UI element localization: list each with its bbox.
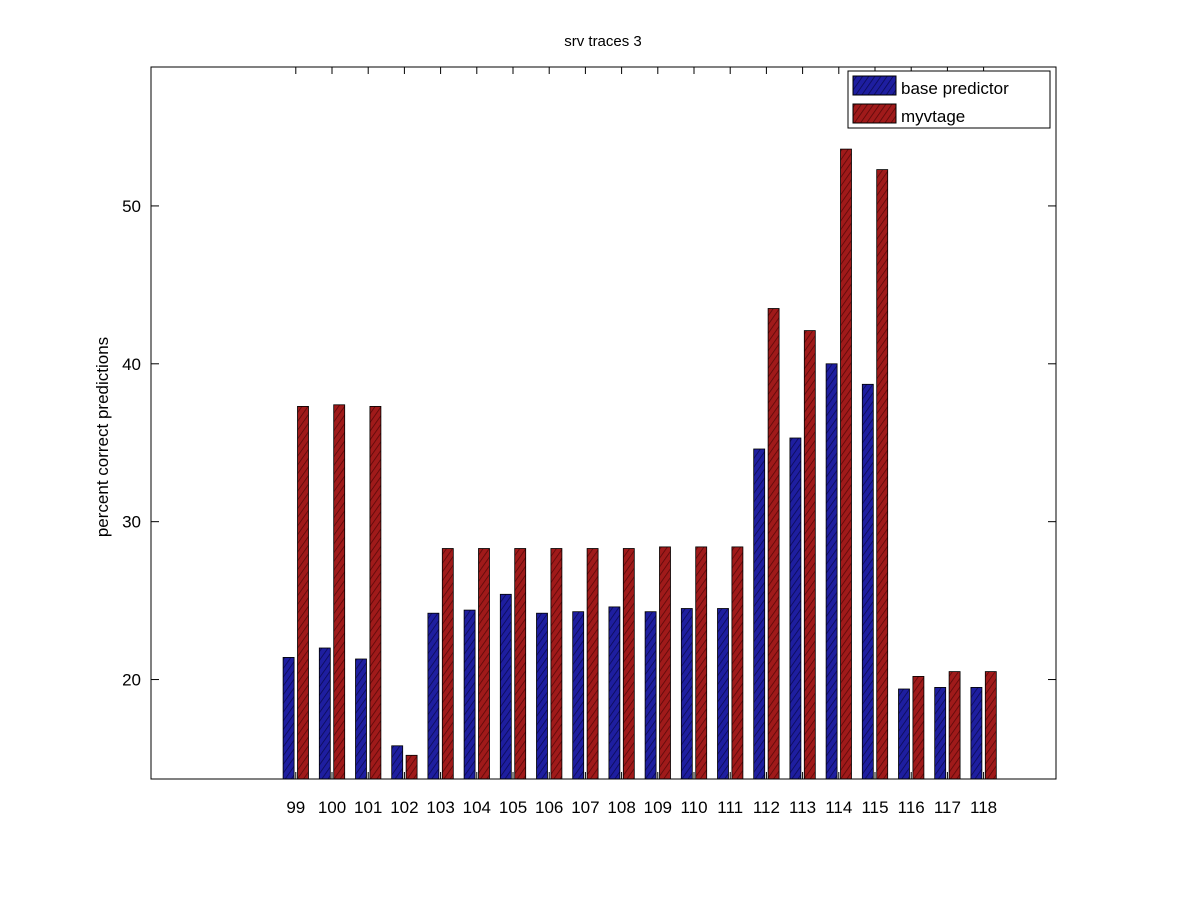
x-tick-label-108: 108 <box>607 798 635 817</box>
bar-base-predictor-114 <box>825 363 838 780</box>
bar-base-predictor-100 <box>318 647 331 780</box>
x-tick-label-103: 103 <box>426 798 454 817</box>
bar-base-predictor-115 <box>861 383 874 780</box>
x-tick-label-102: 102 <box>390 798 418 817</box>
bar-base-predictor-104 <box>463 609 476 780</box>
bar-myvtage-102 <box>405 754 418 780</box>
y-tick-label-50: 50 <box>122 197 141 216</box>
x-tick-label-107: 107 <box>571 798 599 817</box>
bar-myvtage-115 <box>876 169 889 780</box>
legend-label-myvtage: myvtage <box>901 107 965 126</box>
x-tick-label-113: 113 <box>789 798 816 817</box>
legend-label-base-predictor: base predictor <box>901 79 1009 98</box>
x-tick-label-109: 109 <box>644 798 672 817</box>
y-tick-label-30: 30 <box>122 513 141 532</box>
x-tick-label-100: 100 <box>318 798 346 817</box>
bar-myvtage-105 <box>514 548 527 780</box>
bar-base-predictor-103 <box>427 612 440 780</box>
plot-area-frame <box>150 66 1057 780</box>
bar-myvtage-103 <box>441 548 454 780</box>
x-tick-label-105: 105 <box>499 798 527 817</box>
x-tick-label-111: 111 <box>717 798 743 817</box>
bar-base-predictor-107 <box>572 611 585 780</box>
x-tick-label-112: 112 <box>753 798 780 817</box>
bar-myvtage-108 <box>622 548 635 780</box>
x-tick-label-106: 106 <box>535 798 563 817</box>
bar-base-predictor-111 <box>717 608 729 780</box>
bar-myvtage-112 <box>767 308 780 780</box>
x-tick-label-114: 114 <box>825 798 852 817</box>
chart-title: srv traces 3 <box>564 33 642 50</box>
legend-swatch-myvtage <box>852 103 897 124</box>
bar-base-predictor-108 <box>608 606 621 780</box>
bar-base-predictor-102 <box>391 745 404 780</box>
y-axis-label: percent correct predictions <box>93 337 112 537</box>
bar-base-predictor-112 <box>753 448 766 780</box>
x-tick-label-116: 116 <box>898 798 925 817</box>
bar-myvtage-101 <box>369 405 382 780</box>
bar-myvtage-111 <box>731 546 744 780</box>
bar-base-predictor-105 <box>499 593 512 780</box>
bar-base-predictor-99 <box>282 657 295 780</box>
bar-base-predictor-109 <box>644 611 657 780</box>
bar-myvtage-110 <box>695 546 708 780</box>
bar-myvtage-113 <box>803 330 816 780</box>
bar-myvtage-114 <box>840 148 852 780</box>
bar-myvtage-106 <box>550 548 563 780</box>
bar-base-predictor-113 <box>789 437 802 780</box>
bar-myvtage-99 <box>297 405 309 780</box>
bar-myvtage-109 <box>659 546 671 780</box>
x-tick-label-99: 99 <box>286 798 305 817</box>
bar-base-predictor-110 <box>680 608 693 780</box>
x-tick-label-118: 118 <box>970 798 997 817</box>
x-tick-label-115: 115 <box>861 798 888 817</box>
bar-myvtage-104 <box>478 548 490 780</box>
bar-myvtage-116 <box>912 676 925 780</box>
bar-base-predictor-116 <box>898 688 910 780</box>
bar-base-predictor-106 <box>536 612 548 780</box>
x-tick-label-117: 117 <box>934 798 961 817</box>
bar-base-predictor-117 <box>934 687 947 780</box>
bar-base-predictor-101 <box>355 658 367 780</box>
bar-base-predictor-118 <box>970 687 983 780</box>
y-tick-label-40: 40 <box>122 355 141 374</box>
bar-myvtage-118 <box>984 671 997 780</box>
y-tick-label-20: 20 <box>122 671 141 690</box>
bar-myvtage-107 <box>586 548 599 780</box>
x-tick-label-101: 101 <box>354 798 382 817</box>
bar-myvtage-117 <box>948 671 961 780</box>
legend: base predictor myvtage <box>847 70 1051 129</box>
bar-myvtage-100 <box>333 404 346 780</box>
x-tick-label-110: 110 <box>680 798 707 817</box>
x-tick-label-104: 104 <box>463 798 491 817</box>
ticks-layer: 99 100 101 102 103 104 105 106 107 108 109 110 111 11… <box>122 67 1056 817</box>
legend-swatch-base-predictor <box>852 75 897 96</box>
bars-layer <box>282 148 997 780</box>
